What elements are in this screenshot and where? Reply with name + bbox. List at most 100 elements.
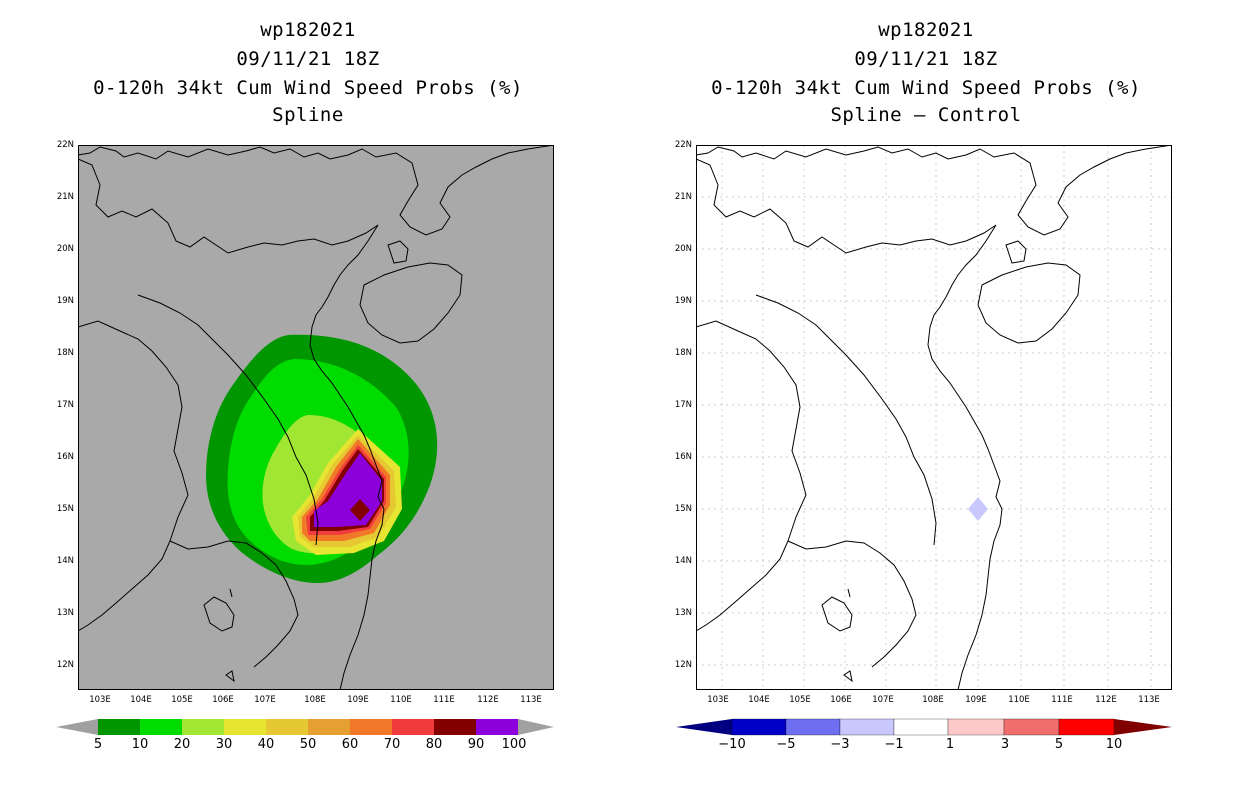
colorbar-label: 5 [93, 737, 103, 752]
lat-label: 21N [674, 192, 692, 202]
colorbar-swatch [839, 718, 895, 736]
lon-label: 111E [1051, 695, 1073, 705]
lat-label: 20N [56, 244, 74, 254]
right-datetime: 09/11/21 18Z [854, 48, 998, 70]
lon-label: 113E [520, 695, 542, 705]
colorbar-swatch [392, 719, 434, 735]
colorbar-label: 40 [257, 737, 275, 752]
lat-label: 18N [56, 348, 74, 358]
colorbar-swatch [893, 718, 949, 736]
right-difference-map [696, 145, 1172, 690]
lat-label: 18N [674, 348, 692, 358]
colorbar-label: 80 [425, 737, 443, 752]
colorbar-swatch [140, 719, 182, 735]
lon-label: 113E [1138, 695, 1160, 705]
lat-label: 14N [56, 556, 74, 566]
right-method: Spline – Control [830, 104, 1022, 126]
lon-label: 103E [89, 695, 111, 705]
left-title: wp182021 09/11/21 18Z 0-120h 34kt Cum Wi… [62, 16, 554, 127]
right-map-frame [696, 145, 1172, 690]
right-map-background [696, 145, 1172, 690]
lon-label: 106E [830, 695, 852, 705]
right-product: 0-120h 34kt Cum Wind Speed Probs (%) [711, 77, 1141, 99]
lat-label: 15N [674, 504, 692, 514]
colorbar-label: 20 [173, 737, 191, 752]
lat-label: 22N [56, 140, 74, 150]
lon-label: 108E [304, 695, 326, 705]
right-colorbar [676, 716, 1174, 738]
lon-label: 110E [1008, 695, 1030, 705]
difference-marker [968, 497, 988, 521]
colorbar-label: 10 [131, 737, 149, 752]
colorbar-label: −1 [884, 737, 904, 752]
colorbar-end-low [56, 719, 98, 735]
left-map-frame [78, 145, 554, 690]
colorbar-swatch [224, 719, 266, 735]
colorbar-label: 50 [299, 737, 317, 752]
colorbar-swatch [98, 719, 140, 735]
colorbar-swatch [434, 719, 476, 735]
colorbar-label: 30 [215, 737, 233, 752]
colorbar-swatch [785, 718, 841, 736]
right-title: wp182021 09/11/21 18Z 0-120h 34kt Cum Wi… [680, 16, 1172, 127]
lat-label: 12N [56, 660, 74, 670]
colorbar-end-high [1114, 719, 1172, 735]
right-storm-id: wp182021 [878, 19, 974, 41]
left-product: 0-120h 34kt Cum Wind Speed Probs (%) [93, 77, 523, 99]
lat-label: 21N [56, 192, 74, 202]
colorbar-label: 70 [383, 737, 401, 752]
colorbar-swatch [1058, 718, 1115, 736]
lat-label: 16N [674, 452, 692, 462]
lon-label: 105E [789, 695, 811, 705]
probability-contours [206, 334, 438, 583]
lat-label: 19N [56, 296, 74, 306]
lon-label: 105E [171, 695, 193, 705]
lon-label: 109E [965, 695, 987, 705]
colorbar-swatch [182, 719, 224, 735]
colorbar-swatch [308, 719, 350, 735]
lat-label: 20N [674, 244, 692, 254]
colorbar-end-high [518, 719, 554, 735]
colorbar-label: −5 [776, 737, 796, 752]
lon-label: 103E [707, 695, 729, 705]
lat-label: 14N [674, 556, 692, 566]
lon-label: 107E [254, 695, 276, 705]
colorbar-label: 100 [501, 737, 527, 752]
lat-label: 12N [674, 660, 692, 670]
colorbar-swatch [1003, 718, 1060, 736]
left-storm-id: wp182021 [260, 19, 356, 41]
lon-label: 107E [872, 695, 894, 705]
lat-label: 17N [56, 400, 74, 410]
lon-label: 109E [347, 695, 369, 705]
lat-label: 15N [56, 504, 74, 514]
colorbar-swatch [266, 719, 308, 735]
lat-label: 17N [674, 400, 692, 410]
colorbar-swatch [947, 718, 1005, 736]
contour-100 [350, 499, 370, 521]
left-colorbar [56, 716, 556, 738]
colorbar-label: 3 [1000, 737, 1010, 752]
lat-label: 22N [674, 140, 692, 150]
colorbar-swatch [350, 719, 392, 735]
colorbar-end-low [676, 719, 732, 735]
colorbar-label: 1 [945, 737, 955, 752]
colorbar-label: 90 [467, 737, 485, 752]
lon-label: 104E [748, 695, 770, 705]
left-datetime: 09/11/21 18Z [236, 48, 380, 70]
lat-label: 13N [674, 608, 692, 618]
lon-label: 111E [433, 695, 455, 705]
lon-label: 112E [1095, 695, 1117, 705]
lon-label: 112E [477, 695, 499, 705]
lon-label: 104E [130, 695, 152, 705]
colorbar-swatch [731, 718, 787, 736]
lat-label: 19N [674, 296, 692, 306]
lon-label: 110E [390, 695, 412, 705]
colorbar-label: −3 [830, 737, 850, 752]
colorbar-label: −10 [718, 737, 746, 752]
lon-label: 108E [922, 695, 944, 705]
colorbar-label: 10 [1105, 737, 1123, 752]
left-method: Spline [272, 104, 344, 126]
lon-label: 106E [212, 695, 234, 705]
colorbar-label: 60 [341, 737, 359, 752]
left-probability-map [78, 145, 554, 690]
